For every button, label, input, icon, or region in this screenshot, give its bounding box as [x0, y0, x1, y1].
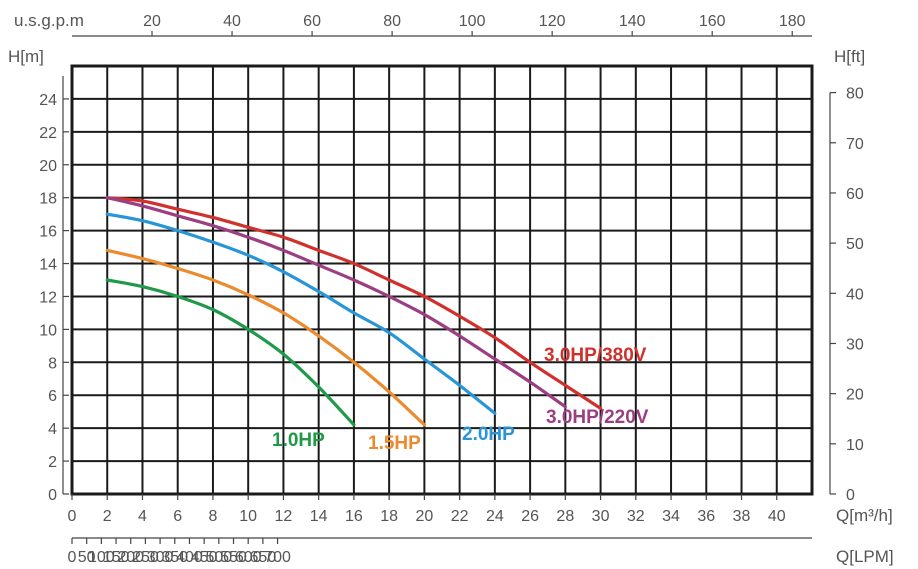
lpm-tick-label: 0	[68, 549, 77, 566]
lpm-tick-label: 650	[250, 549, 277, 566]
gpm-tick-label: 100	[459, 13, 486, 30]
y-tick-label: 24	[39, 92, 57, 109]
y-tick-label: 18	[39, 191, 57, 208]
x-tick-label: 30	[592, 508, 610, 525]
x-tick-label: 40	[768, 508, 786, 525]
gpm-tick-label: 160	[699, 13, 726, 30]
series-line-3-0hp-220v	[105, 196, 567, 409]
x-tick-label: 2	[103, 508, 112, 525]
ft-tick-label: 0	[846, 487, 855, 504]
series-curves	[105, 196, 603, 427]
y-tick-label: 8	[48, 355, 57, 372]
ft-tick-label: 70	[846, 136, 864, 153]
ft-tick-label: 50	[846, 236, 864, 253]
series-label-2-0hp: 2.0HP	[462, 424, 515, 445]
ft-tick-label: 20	[846, 387, 864, 404]
y-tick-label: 22	[39, 125, 57, 142]
x-tick-label: 10	[239, 508, 257, 525]
gpm-tick-label: 20	[143, 13, 161, 30]
ft-tick-label: 10	[846, 437, 864, 454]
series-line-2-0hp	[105, 212, 497, 415]
x-tick-label: 26	[521, 508, 539, 525]
y-tick-label: 10	[39, 322, 57, 339]
series-label-3-0hp-220v: 3.0HP/220V	[546, 407, 649, 428]
ft-tick-label: 80	[846, 86, 864, 103]
x-tick-label: 24	[486, 508, 504, 525]
y-tick-label: 0	[48, 487, 57, 504]
y-axis-title: H[m]	[8, 47, 44, 66]
x-tick-label: 20	[415, 508, 433, 525]
series-label-1-5hp: 1.5HP	[368, 433, 421, 454]
x-tick-label: 38	[733, 508, 751, 525]
lpm-tick-label: 550	[220, 549, 247, 566]
series-label-3-0hp-380v: 3.0HP/380V	[544, 345, 647, 366]
x-tick-label: 28	[556, 508, 574, 525]
gpm-tick-label: 40	[223, 13, 241, 30]
gpm-tick-label: 120	[539, 13, 566, 30]
axis-labels: 0 2 4 6 8 10 12 14 16 18 20 22 24 26 28 30 32 34 36 38 400 50…	[8, 11, 894, 566]
x-tick-label: 8	[208, 508, 217, 525]
lpm-tick-label: 200	[117, 549, 144, 566]
lpm-tick-label: 250	[132, 549, 159, 566]
axes	[62, 31, 836, 544]
ft-tick-label: 30	[846, 336, 864, 353]
series-label-1-0hp: 1.0HP	[272, 430, 325, 451]
ft-tick-label: 40	[846, 286, 864, 303]
series-line-3-0hp-380v	[105, 196, 603, 410]
x-tick-label: 12	[275, 508, 293, 525]
lpm-axis-title: Q[LPM]	[836, 547, 894, 566]
x-tick-label: 4	[138, 508, 147, 525]
lpm-tick-label: 150	[103, 549, 130, 566]
x-tick-label: 14	[310, 508, 328, 525]
lpm-tick-label: 450	[191, 549, 218, 566]
ft-tick-label: 60	[846, 186, 864, 203]
gpm-axis-title: u.s.g.p.m	[14, 11, 84, 30]
gpm-tick-label: 60	[303, 13, 321, 30]
gpm-tick-label: 180	[779, 13, 806, 30]
series-line-1-0hp	[105, 278, 356, 427]
y-tick-label: 20	[39, 158, 57, 175]
y-tick-label: 4	[48, 421, 57, 438]
y-tick-label: 16	[39, 224, 57, 241]
grid	[70, 64, 814, 496]
x-axis-title: Q[m³/h]	[836, 506, 893, 525]
x-tick-label: 22	[451, 508, 469, 525]
x-tick-label: 16	[345, 508, 363, 525]
lpm-tick-label: 400	[176, 549, 203, 566]
series-line-1-5hp	[105, 248, 426, 427]
y-tick-label: 2	[48, 454, 57, 471]
x-tick-label: 34	[662, 508, 680, 525]
x-tick-label: 18	[380, 508, 398, 525]
gpm-tick-label: 80	[383, 13, 401, 30]
lpm-tick-label: 350	[161, 549, 188, 566]
plot-frame	[70, 64, 814, 496]
gpm-tick-label: 140	[619, 13, 646, 30]
y-tick-label: 14	[39, 257, 57, 274]
lpm-tick-label: 100	[88, 549, 115, 566]
x-tick-label: 36	[697, 508, 715, 525]
x-tick-label: 6	[173, 508, 182, 525]
y-tick-label: 12	[39, 289, 57, 306]
lpm-tick-label: 50	[78, 549, 96, 566]
lpm-tick-label: 700	[264, 549, 291, 566]
lpm-tick-label: 300	[147, 549, 174, 566]
lpm-tick-label: 600	[235, 549, 262, 566]
y-tick-label: 6	[48, 388, 57, 405]
x-tick-label: 32	[627, 508, 645, 525]
ft-axis-title: H[ft]	[834, 47, 865, 66]
lpm-tick-label: 500	[205, 549, 232, 566]
x-tick-label: 0	[68, 508, 77, 525]
